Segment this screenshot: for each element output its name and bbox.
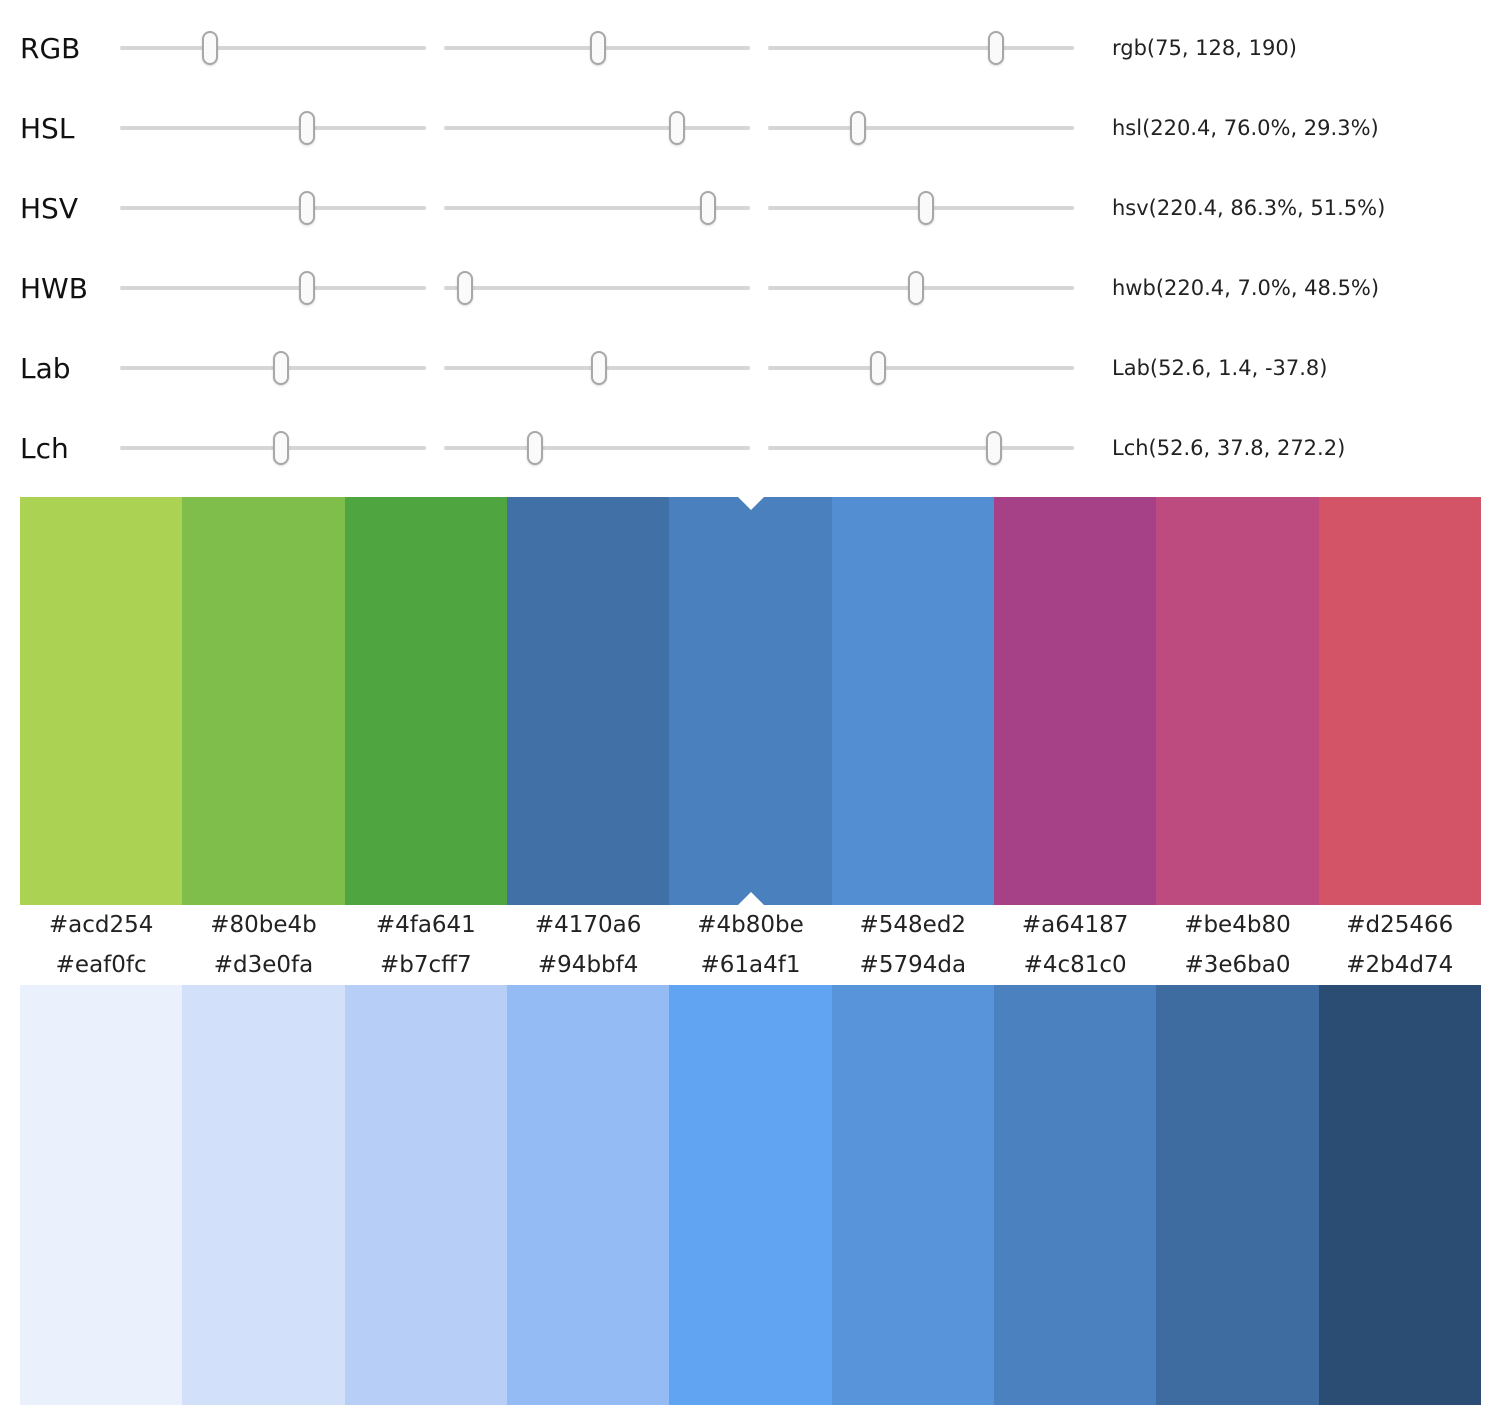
- hue-palette-hex-labels: #acd254 #80be4b #4fa641 #4170a6 #4b80be …: [20, 905, 1481, 945]
- slider-row-lch: Lch Lch(52.6, 37.8, 272.2): [0, 408, 1501, 488]
- hue-swatch-8[interactable]: [1318, 497, 1481, 905]
- lch-slider-track-2[interactable]: [768, 431, 1074, 465]
- slider-thumb[interactable]: [272, 351, 289, 385]
- rgb-value-text: rgb(75, 128, 190): [1112, 36, 1297, 60]
- slider-thumb[interactable]: [527, 431, 544, 465]
- lch-value-text: Lch(52.6, 37.8, 272.2): [1112, 436, 1346, 460]
- hsv-slider-track-0[interactable]: [120, 191, 426, 225]
- slider-row-hsv: HSV hsv(220.4, 86.3%, 51.5%): [0, 168, 1501, 248]
- slider-row-lab: Lab Lab(52.6, 1.4, -37.8): [0, 328, 1501, 408]
- hue-swatch-4[interactable]: [669, 497, 832, 905]
- hsl-value-text: hsl(220.4, 76.0%, 29.3%): [1112, 116, 1379, 140]
- slider-thumb[interactable]: [299, 111, 316, 145]
- hue-palette: [20, 497, 1481, 905]
- colorspace-label-hwb: HWB: [20, 271, 88, 305]
- slider-thumb[interactable]: [272, 431, 289, 465]
- colorspace-label-hsl: HSL: [20, 111, 75, 145]
- lch-slider-track-1[interactable]: [444, 431, 750, 465]
- hex-label: #5794da: [859, 952, 967, 978]
- slider-row-hsl: HSL hsl(220.4, 76.0%, 29.3%): [0, 88, 1501, 168]
- slider-row-hwb: HWB hwb(220.4, 7.0%, 48.5%): [0, 248, 1501, 328]
- lch-slider-track-0[interactable]: [120, 431, 426, 465]
- hsl-slider-track-0[interactable]: [120, 111, 426, 145]
- hue-swatch-3[interactable]: [506, 497, 670, 905]
- slider-row-rgb: RGB rgb(75, 128, 190): [0, 8, 1501, 88]
- slider-thumb[interactable]: [668, 111, 685, 145]
- slider-thumb[interactable]: [870, 351, 887, 385]
- lab-value-text: Lab(52.6, 1.4, -37.8): [1112, 356, 1328, 380]
- hex-label: #548ed2: [859, 912, 967, 938]
- hwb-slider-track-0[interactable]: [120, 271, 426, 305]
- tint-swatch-3[interactable]: [506, 985, 670, 1405]
- rgb-slider-track-2[interactable]: [768, 31, 1074, 65]
- tint-scale-hex-labels: #eaf0fc #d3e0fa #b7cff7 #94bbf4 #61a4f1 …: [20, 945, 1481, 985]
- tint-swatch-4[interactable]: [669, 985, 832, 1405]
- hex-label: #3e6ba0: [1184, 952, 1291, 978]
- slider-thumb[interactable]: [589, 31, 606, 65]
- color-sliders-panel: RGB rgb(75, 128, 190) HSL hsl(220.4, 76.…: [0, 0, 1501, 488]
- slider-thumb[interactable]: [700, 191, 717, 225]
- hue-swatch-2[interactable]: [344, 497, 507, 905]
- rgb-slider-track-1[interactable]: [444, 31, 750, 65]
- hex-label: #a64187: [1021, 912, 1129, 938]
- slider-thumb[interactable]: [299, 271, 316, 305]
- hwb-slider-track-2[interactable]: [768, 271, 1074, 305]
- hue-swatch-0[interactable]: [20, 497, 183, 905]
- hex-label: #4c81c0: [1023, 952, 1127, 978]
- hsv-slider-track-2[interactable]: [768, 191, 1074, 225]
- slider-thumb[interactable]: [201, 31, 218, 65]
- colorspace-label-lab: Lab: [20, 351, 71, 385]
- tint-swatch-5[interactable]: [831, 985, 994, 1405]
- hue-swatch-1[interactable]: [182, 497, 345, 905]
- lab-slider-track-1[interactable]: [444, 351, 750, 385]
- colorspace-label-hsv: HSV: [20, 191, 78, 225]
- hue-swatch-5[interactable]: [831, 497, 994, 905]
- slider-thumb[interactable]: [457, 271, 474, 305]
- hsv-value-text: hsv(220.4, 86.3%, 51.5%): [1112, 196, 1386, 220]
- hsv-slider-track-1[interactable]: [444, 191, 750, 225]
- tint-swatch-7[interactable]: [1156, 985, 1319, 1405]
- hex-label: #d3e0fa: [213, 952, 314, 978]
- slider-thumb[interactable]: [908, 271, 925, 305]
- hex-label: #4fa641: [375, 912, 476, 938]
- slider-thumb[interactable]: [849, 111, 866, 145]
- hex-label: #2b4d74: [1346, 952, 1454, 978]
- slider-thumb[interactable]: [590, 351, 607, 385]
- hex-label: #b7cff7: [380, 952, 472, 978]
- hex-label: #4b80be: [697, 912, 804, 938]
- lab-slider-track-2[interactable]: [768, 351, 1074, 385]
- hex-label: #acd254: [48, 912, 154, 938]
- hwb-slider-track-1[interactable]: [444, 271, 750, 305]
- rgb-slider-track-0[interactable]: [120, 31, 426, 65]
- slider-thumb[interactable]: [917, 191, 934, 225]
- tint-scale-palette: [20, 985, 1481, 1405]
- slider-thumb[interactable]: [986, 431, 1003, 465]
- hex-label: #d25466: [1346, 912, 1454, 938]
- hex-label: #80be4b: [210, 912, 317, 938]
- hsl-slider-track-2[interactable]: [768, 111, 1074, 145]
- tint-swatch-6[interactable]: [993, 985, 1157, 1405]
- slider-thumb[interactable]: [299, 191, 316, 225]
- hsl-slider-track-1[interactable]: [444, 111, 750, 145]
- hue-swatch-7[interactable]: [1156, 497, 1319, 905]
- slider-thumb[interactable]: [987, 31, 1004, 65]
- colorspace-label-lch: Lch: [20, 431, 69, 465]
- hex-label: #4170a6: [534, 912, 642, 938]
- tint-swatch-8[interactable]: [1318, 985, 1481, 1405]
- hex-label: #61a4f1: [700, 952, 801, 978]
- hwb-value-text: hwb(220.4, 7.0%, 48.5%): [1112, 276, 1380, 300]
- hue-swatch-6[interactable]: [993, 497, 1157, 905]
- hex-label: #be4b80: [1184, 912, 1291, 938]
- tint-swatch-1[interactable]: [182, 985, 345, 1405]
- hex-label: #94bbf4: [537, 952, 639, 978]
- tint-swatch-0[interactable]: [20, 985, 183, 1405]
- tint-swatch-2[interactable]: [344, 985, 507, 1405]
- hex-label: #eaf0fc: [55, 952, 147, 978]
- lab-slider-track-0[interactable]: [120, 351, 426, 385]
- colorspace-label-rgb: RGB: [20, 31, 81, 65]
